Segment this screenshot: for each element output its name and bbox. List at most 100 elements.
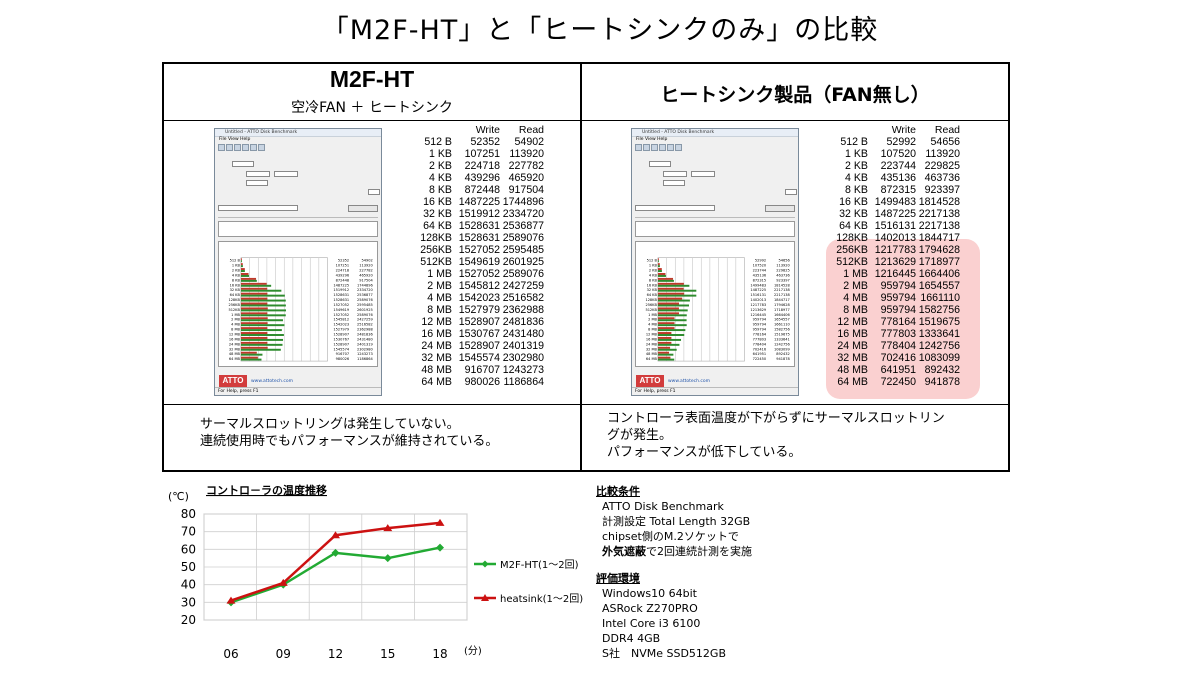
- mini-size-label: 2 MB: [648, 318, 657, 322]
- conditions-heading: 比較条件: [596, 485, 640, 498]
- header-divider: [164, 120, 1008, 121]
- bench-row: 1 KB 107251 113920: [416, 148, 544, 160]
- bench-write: 778404: [880, 340, 916, 352]
- bench-size: 64 KB: [423, 220, 452, 232]
- bench-row: 32 KB 1487225 2217138: [832, 208, 960, 220]
- mini-read-bar: [657, 324, 687, 327]
- mini-write-value: 1527052: [333, 303, 349, 307]
- mini-read-value: 2601925: [357, 308, 373, 312]
- mini-write-value: 1519912: [333, 288, 349, 292]
- bench-header-read: Read: [518, 124, 544, 136]
- mini-write-bar: [657, 277, 674, 280]
- bench-row: 4 KB 435136 463736: [832, 172, 960, 184]
- bench-row: 16 KB 1487225 1744896: [416, 196, 544, 208]
- mini-write-value: 1528907: [333, 342, 349, 346]
- bench-read: 2427259: [502, 280, 544, 292]
- bench-header: Write Read: [416, 124, 544, 136]
- mini-read-bar: [240, 279, 257, 282]
- bench-size: 16 MB: [837, 328, 868, 340]
- bench-header-write: Write: [891, 124, 916, 136]
- left-column-header: M2F-HT 空冷FAN ＋ ヒートシンク: [164, 66, 580, 117]
- bench-row: 32 KB 1519912 2334720: [416, 208, 544, 220]
- mini-write-bar: [240, 341, 268, 344]
- y-tick-label: 30: [181, 595, 196, 609]
- mini-write-value: 1542023: [333, 323, 349, 327]
- mini-read-value: 923397: [776, 278, 789, 282]
- bench-write: 778164: [880, 316, 916, 328]
- bench-write: 959794: [880, 304, 916, 316]
- mini-read-value: 2431480: [357, 337, 373, 341]
- right-title: ヒートシンク製品（FAN無し）: [660, 84, 930, 106]
- mini-size-label: 32 KB: [230, 288, 241, 292]
- bench-size: 512 B: [424, 136, 452, 148]
- legend-marker: [481, 594, 489, 601]
- mini-read-bar: [657, 314, 687, 317]
- mini-size-label: 24 MB: [229, 342, 241, 346]
- mini-read-bar: [657, 299, 690, 302]
- right-bench-table: Write Read 512 B 52992 54656 1 KB 107520 113920…: [832, 124, 960, 388]
- mini-write-value: 224718: [336, 269, 349, 273]
- mini-write-bar: [240, 292, 268, 295]
- bench-row: 1 KB 107520 113920: [832, 148, 960, 160]
- left-title: M2F-HT: [329, 66, 415, 92]
- mini-write-value: 1549619: [333, 308, 349, 312]
- mini-write-bar: [657, 292, 685, 295]
- bench-read: 1814528: [918, 196, 960, 208]
- bench-read: 1519675: [918, 316, 960, 328]
- bench-row: 128KB 1528631 2589076: [416, 232, 544, 244]
- mini-write-bar: [240, 273, 249, 275]
- bench-write: 1528907: [458, 316, 500, 328]
- mini-size-label: 1 MB: [648, 313, 657, 317]
- right-note-line: パフォーマンスが低下している。: [607, 445, 802, 460]
- mini-read-bar: [240, 314, 286, 317]
- bench-size: 2 KB: [845, 160, 868, 172]
- mini-read-bar: [657, 265, 660, 268]
- comparison-table: M2F-HT 空冷FAN ＋ ヒートシンク ヒートシンク製品（FAN無し）: [162, 62, 1010, 472]
- bench-size: 48 MB: [837, 364, 868, 376]
- atto-logo: ATTO: [219, 375, 247, 387]
- bench-read: 1661110: [920, 292, 960, 304]
- mini-write-bar: [240, 287, 268, 290]
- bench-row: 8 KB 872448 917504: [416, 184, 544, 196]
- bench-size: 1 MB: [427, 268, 452, 280]
- right-bench-graph: 512 B 52992 54656 1 KB 107520 113920 2 KB 22374…: [635, 241, 795, 367]
- bench-row: 64 KB 1528631 2536877: [416, 220, 544, 232]
- mini-read-value: 1661110: [774, 323, 790, 327]
- bench-row: 24 MB 1528907 2401319: [416, 340, 544, 352]
- chart-title: コントロ－ラの温度推移: [206, 483, 327, 497]
- bench-read: 2431480: [502, 328, 544, 340]
- bench-row: 4 MB 959794 1661110: [832, 292, 960, 304]
- bench-row: 24 MB 778404 1242756: [832, 340, 960, 352]
- condition-item: 計測設定 Total Length 32GB: [602, 515, 751, 528]
- bench-size: 2 MB: [427, 280, 452, 292]
- bench-size: 512KB: [420, 256, 452, 268]
- bench-write: 435136: [880, 172, 916, 184]
- mini-write-bar: [240, 302, 268, 305]
- bench-size: 8 KB: [429, 184, 452, 196]
- bench-write: 1217783: [874, 244, 916, 256]
- mini-read-bar: [240, 343, 283, 346]
- mini-read-value: 1243273: [357, 352, 373, 356]
- bench-row: 8 KB 872315 923397: [832, 184, 960, 196]
- mini-read-value: 465920: [359, 273, 373, 277]
- mini-size-label: 24 MB: [646, 342, 658, 346]
- mini-read-bar: [240, 309, 286, 312]
- bench-read: 2334720: [502, 208, 544, 220]
- mini-size-label: 512 B: [230, 259, 241, 263]
- mini-read-value: 1794628: [774, 303, 790, 307]
- right-note: コントローラ表面温度が下がらずにサーマルスロットリン グが発生。 パフォーマンス…: [607, 410, 945, 461]
- mini-size-label: 32 KB: [647, 288, 658, 292]
- bench-read: 54902: [514, 136, 544, 148]
- bench-read: 2217138: [918, 208, 960, 220]
- mini-read-bar: [240, 284, 272, 287]
- bench-row: 12 MB 1528907 2481836: [416, 316, 544, 328]
- atto-site: www.attotech.com: [668, 379, 710, 384]
- mini-read-value: 1664406: [774, 313, 790, 317]
- mini-read-bar: [657, 343, 680, 346]
- bench-size: 24 MB: [421, 340, 452, 352]
- bench-write: 1528631: [458, 232, 500, 244]
- mini-read-bar: [240, 353, 263, 356]
- bench-write: 722450: [880, 376, 916, 388]
- bench-row: 8 MB 1527979 2362988: [416, 304, 544, 316]
- x-tick-label: 09: [276, 647, 291, 661]
